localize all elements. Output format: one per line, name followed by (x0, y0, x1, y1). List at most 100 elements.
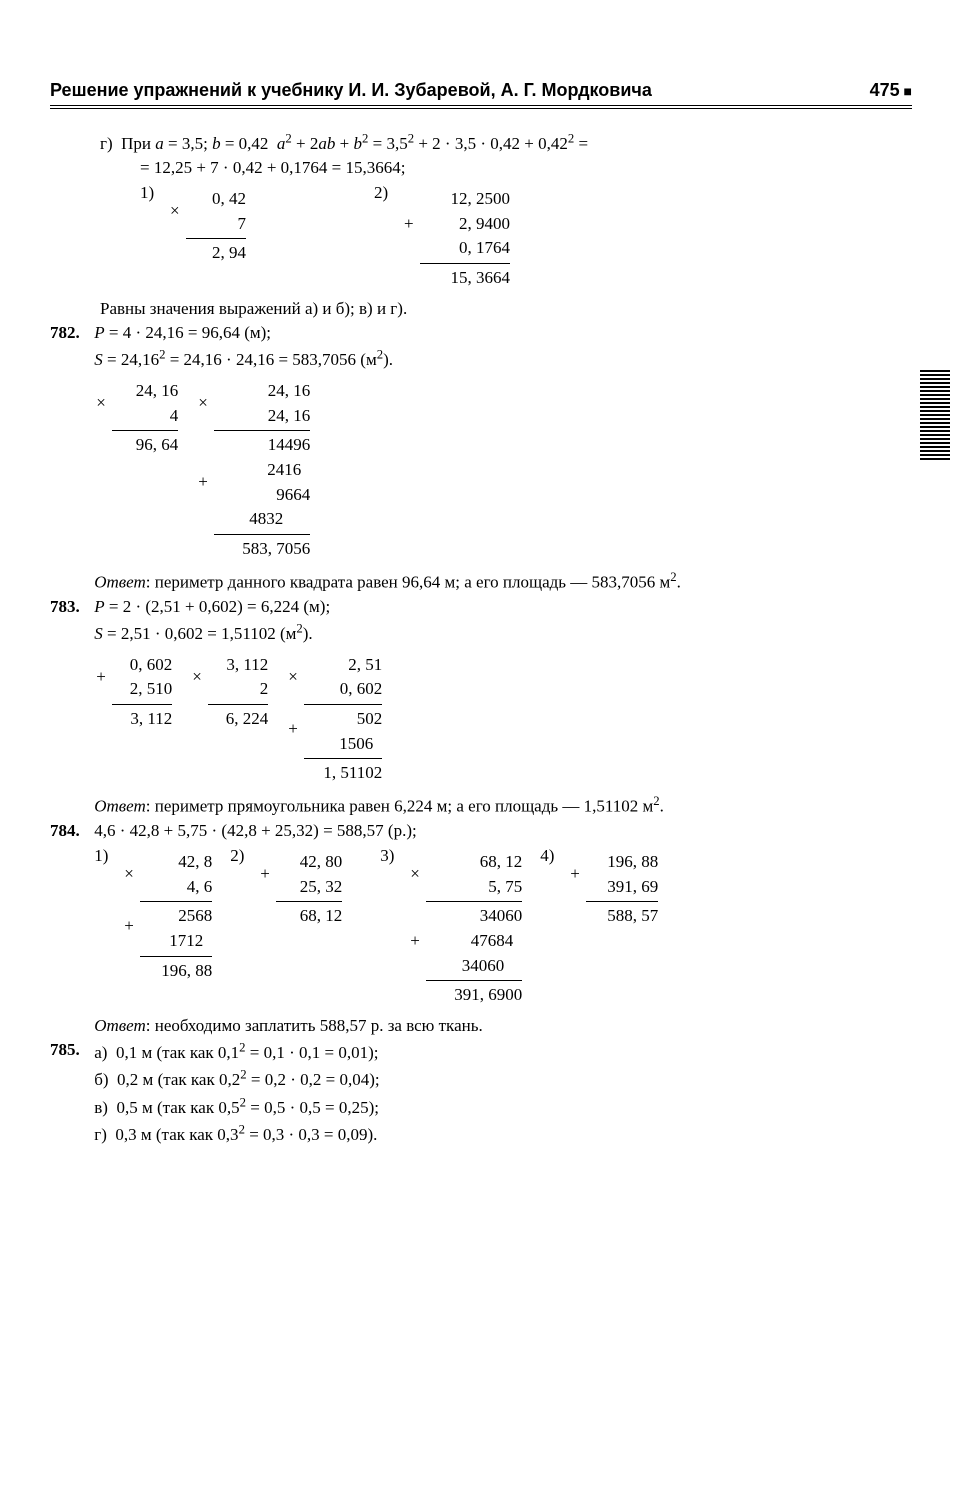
rule (186, 238, 246, 239)
calc-row-783: + 0, 602 2, 510 3, 112 × 3, 112 2 (94, 647, 894, 792)
line: б) 0,2 м (так как 0,22 = 0,2 · 0,2 = 0,0… (94, 1070, 379, 1089)
result: 391, 6900 (426, 983, 522, 1008)
margin-decoration (920, 370, 950, 460)
row: 1506 (304, 732, 382, 757)
intro-calc-2: 12, 2500 + 2, 9400 0, 1764 15, 3664 (420, 187, 510, 291)
problem-number: 782. (50, 321, 90, 346)
calc-782-1: × 24, 16 4 96, 64 (112, 379, 178, 458)
content-area: г) При a = 3,5; b = 0,42 a2 + 2ab + b2 =… (50, 129, 912, 1148)
row: 14496 (214, 433, 310, 458)
page-number: 475 (870, 80, 912, 101)
line: в) 0,5 м (так как 0,52 = 0,5 · 0,5 = 0,2… (94, 1098, 379, 1117)
header-title: Решение упражнений к учебнику И. И. Зуба… (50, 80, 652, 101)
calc-label: 4) (540, 844, 568, 869)
row: 0, 42 (186, 187, 246, 212)
calc-784-2: + 42, 80 25, 32 68, 12 (276, 850, 342, 929)
calc-label: 2) (230, 844, 258, 869)
row: 2 (208, 677, 268, 702)
calc-row-782: × 24, 16 4 96, 64 × 24, 16 24, 16 (94, 373, 894, 567)
row: 24, 16 (214, 404, 310, 429)
plus-op: + (570, 862, 580, 887)
row: 2416 (214, 458, 310, 483)
rule (304, 758, 382, 759)
result: 2, 94 (186, 241, 246, 266)
row: 24, 16 (214, 379, 310, 404)
line: S = 2,51 · 0,602 = 1,51102 (м2). (94, 624, 312, 643)
row: 2, 51 (304, 653, 382, 678)
rule (214, 534, 310, 535)
result: 68, 12 (276, 904, 342, 929)
line: г) 0,3 м (так как 0,32 = 0,3 · 0,3 = 0,0… (94, 1125, 377, 1144)
rule (140, 956, 212, 957)
mult-op: × (410, 862, 420, 887)
mult-op: × (170, 199, 180, 224)
calc-label: 3) (380, 844, 408, 869)
calc-782-2: × 24, 16 24, 16 14496 + 2416 9664 4832 (214, 379, 310, 561)
row: 3, 112 (208, 653, 268, 678)
problem-783: 783. P = 2 · (2,51 + 0,602) = 6,224 (м);… (50, 595, 912, 819)
row: 12, 2500 (420, 187, 510, 212)
answer-783: Ответ: периметр прямоугольника равен 6,2… (94, 792, 894, 819)
line: 4,6 · 42,8 + 5,75 · (42,8 + 25,32) = 588… (94, 821, 416, 840)
result: 588, 57 (586, 904, 658, 929)
line: P = 2 · (2,51 + 0,602) = 6,224 (м); (94, 597, 330, 616)
row: 2568 (140, 904, 212, 929)
rule (586, 901, 658, 902)
rule (208, 704, 268, 705)
equals-note: Равны значения выражений а) и б); в) и г… (100, 297, 912, 322)
row: 4, 6 (140, 875, 212, 900)
row: 42, 8 (140, 850, 212, 875)
problem-784: 784. 4,6 · 42,8 + 5,75 · (42,8 + 25,32) … (50, 819, 912, 1038)
result: 96, 64 (112, 433, 178, 458)
plus-op: + (260, 862, 270, 887)
row: 1712 (140, 929, 212, 954)
intro-calc-row: 1) × 0, 42 7 2, 94 2) 12, 2500 + 2, 9400… (140, 181, 912, 297)
mult-op: × (96, 391, 106, 416)
page: Решение упражнений к учебнику И. И. Зуба… (0, 0, 962, 1494)
row: 0, 602 (112, 653, 172, 678)
plus-op: + (404, 212, 414, 237)
row: 0, 602 (304, 677, 382, 702)
problem-body: P = 4 · 24,16 = 96,64 (м); S = 24,162 = … (94, 321, 894, 595)
intro-calc-1: × 0, 42 7 2, 94 (186, 187, 246, 266)
calc-784-4: + 196, 88 391, 69 588, 57 (586, 850, 658, 929)
plus-op: + (198, 470, 208, 495)
calc-784-1: × 42, 8 4, 6 + 2568 1712 196, 88 (140, 850, 212, 983)
problem-number: 785. (50, 1038, 90, 1063)
answer-784: Ответ: необходимо заплатить 588,57 р. за… (94, 1014, 894, 1039)
plus-op: + (96, 665, 106, 690)
mult-op: × (198, 391, 208, 416)
calc-783-2: × 3, 112 2 6, 224 (208, 653, 268, 732)
row: 34060 (426, 954, 522, 979)
rule (112, 430, 178, 431)
rule (304, 704, 382, 705)
rule (426, 901, 522, 902)
mult-op: × (192, 665, 202, 690)
row: 4 (112, 404, 178, 429)
row: 24, 16 (112, 379, 178, 404)
row: 502 (304, 707, 382, 732)
rule (140, 901, 212, 902)
mult-op: × (288, 665, 298, 690)
calc-label: 1) (140, 181, 168, 206)
problem-g-line1: г) При a = 3,5; b = 0,42 a2 + 2ab + b2 =… (100, 129, 912, 156)
result: 196, 88 (140, 959, 212, 984)
result: 15, 3664 (420, 266, 510, 291)
row: 4832 (214, 507, 310, 532)
problem-body: а) 0,1 м (так как 0,12 = 0,1 · 0,1 = 0,0… (94, 1038, 894, 1147)
problem-782: 782. P = 4 · 24,16 = 96,64 (м); S = 24,1… (50, 321, 912, 595)
calc-label: 1) (94, 844, 122, 869)
calc-783-3: × 2, 51 0, 602 + 502 1506 1, 51102 (304, 653, 382, 786)
problem-number: 784. (50, 819, 90, 844)
result: 6, 224 (208, 707, 268, 732)
result: 1, 51102 (304, 761, 382, 786)
row: 68, 12 (426, 850, 522, 875)
row: 34060 (426, 904, 522, 929)
rule (426, 980, 522, 981)
rule (112, 704, 172, 705)
row: 5, 75 (426, 875, 522, 900)
rule (214, 430, 310, 431)
row: 25, 32 (276, 875, 342, 900)
row: 47684 (426, 929, 522, 954)
calc-row-784: 1) × 42, 8 4, 6 + 2568 1712 (94, 844, 894, 1014)
